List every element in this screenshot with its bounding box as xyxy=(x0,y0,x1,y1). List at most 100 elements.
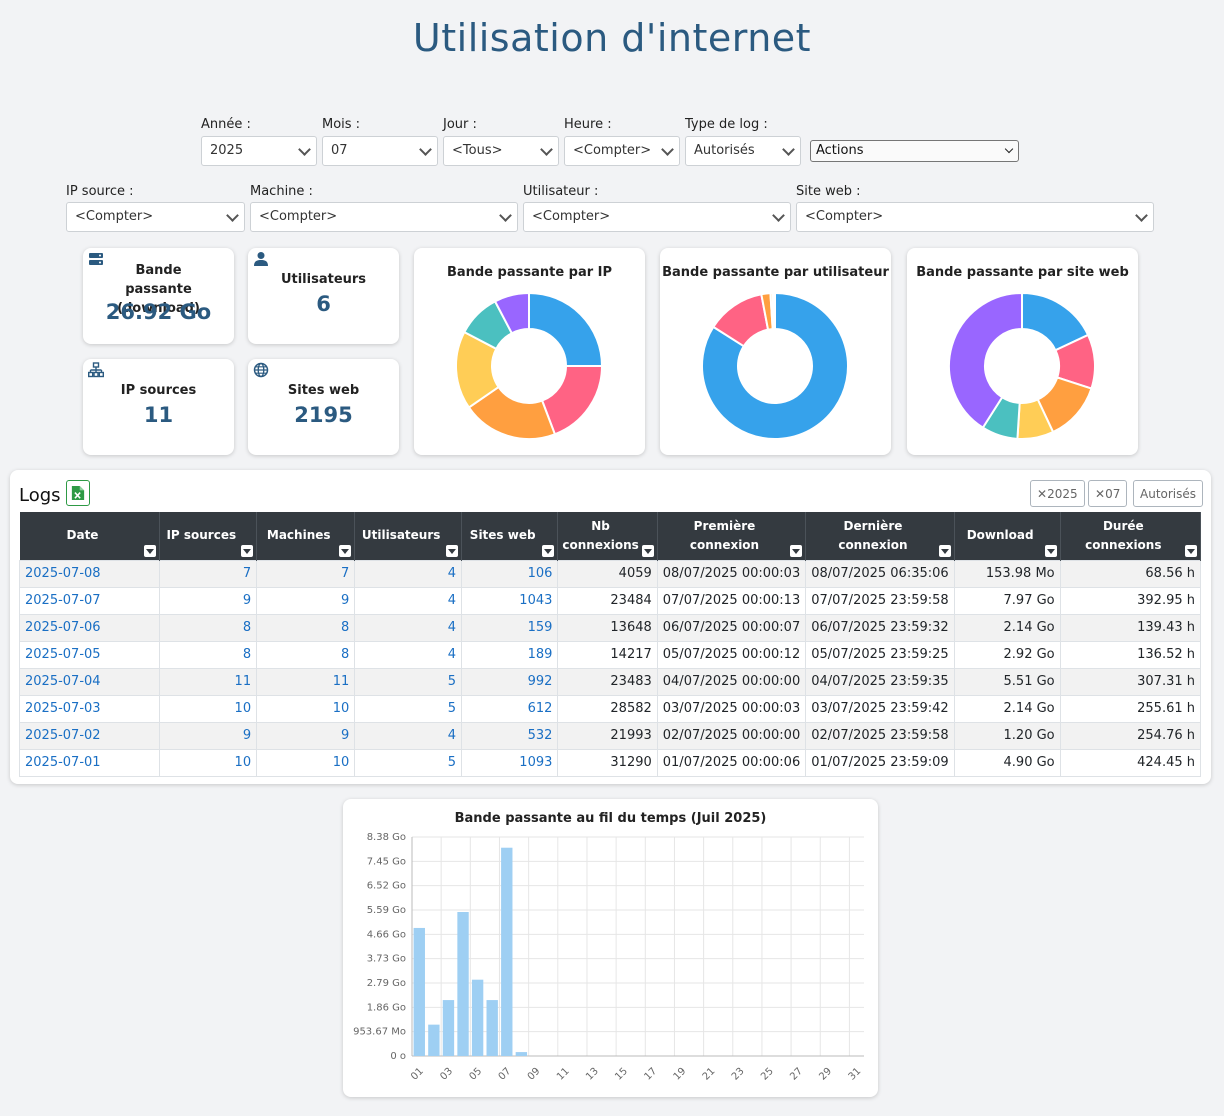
table-cell[interactable]: 2025-07-07 xyxy=(18,586,161,615)
table-cell[interactable]: 4 xyxy=(354,586,462,615)
table-cell[interactable]: 11 xyxy=(159,667,258,696)
table-cell[interactable]: 4 xyxy=(354,559,462,588)
y-tick-label: 3.73 Go xyxy=(367,954,406,965)
column-header[interactable]: Sites web xyxy=(461,512,559,560)
column-header[interactable]: Première connexion xyxy=(657,512,807,560)
column-header[interactable]: Nb connexions xyxy=(557,512,658,560)
table-cell[interactable]: 4 xyxy=(354,613,462,642)
table-cell[interactable]: 8 xyxy=(256,613,356,642)
table-cell[interactable]: 9 xyxy=(256,721,356,750)
table-cell[interactable]: 2025-07-04 xyxy=(18,667,161,696)
machine-select[interactable]: <Compter> xyxy=(250,202,518,232)
column-header[interactable]: IP sources xyxy=(159,512,258,560)
website-select[interactable]: <Compter> xyxy=(796,202,1154,232)
table-cell[interactable]: 9 xyxy=(159,721,258,750)
table-cell[interactable]: 8 xyxy=(159,613,258,642)
table-cell[interactable]: 2025-07-06 xyxy=(18,613,161,642)
table-cell[interactable]: 4 xyxy=(354,721,462,750)
filter-dropdown-icon[interactable] xyxy=(1044,544,1057,557)
table-cell[interactable]: 612 xyxy=(460,694,559,723)
month-select[interactable]: 07 xyxy=(322,136,438,166)
table-body: 2025-07-08 7 7 4 106 4059 08/07/2025 00:00:03 0… xyxy=(18,559,1202,777)
column-header[interactable]: Dernière connexion xyxy=(805,512,955,560)
column-header[interactable]: Download xyxy=(954,512,1061,560)
bar[interactable] xyxy=(457,912,469,1056)
table-cell[interactable]: 2025-07-02 xyxy=(18,721,161,750)
table-cell[interactable]: 2025-07-08 xyxy=(18,559,161,588)
donut-slice[interactable] xyxy=(528,291,604,367)
column-header[interactable]: Machines xyxy=(256,512,356,560)
hour-select[interactable]: <Compter> xyxy=(564,136,680,166)
user-icon xyxy=(254,252,268,266)
table-cell[interactable]: 10 xyxy=(159,694,258,723)
export-excel-button[interactable] xyxy=(66,480,90,506)
column-header[interactable]: Date xyxy=(19,512,161,560)
filter-dropdown-icon[interactable] xyxy=(339,544,352,557)
filter-dropdown-icon[interactable] xyxy=(641,544,654,557)
table-cell: 4059 xyxy=(557,559,658,588)
table-cell[interactable]: 5 xyxy=(354,667,462,696)
filter-dropdown-icon[interactable] xyxy=(144,544,157,557)
bar[interactable] xyxy=(486,1000,498,1056)
filter-dropdown-icon[interactable] xyxy=(1185,544,1197,557)
table-cell[interactable]: 532 xyxy=(460,721,559,750)
table-cell[interactable]: 7 xyxy=(256,559,356,588)
user-select[interactable]: <Compter> xyxy=(523,202,791,232)
table-cell[interactable]: 1043 xyxy=(460,586,559,615)
table-cell: 136.52 h xyxy=(1059,640,1202,669)
year-select[interactable]: 2025 xyxy=(201,136,317,166)
table-cell[interactable]: 8 xyxy=(256,640,356,669)
table-cell[interactable]: 159 xyxy=(460,613,559,642)
log-type-select[interactable]: Autorisés xyxy=(685,136,801,166)
donut-slice[interactable] xyxy=(948,291,1023,430)
x-tick-label: 25 xyxy=(759,1066,776,1083)
table-cell[interactable]: 2025-07-05 xyxy=(18,640,161,669)
hour-value: <Compter> xyxy=(573,143,652,158)
donut-slice[interactable] xyxy=(773,291,776,331)
table-cell[interactable]: 10 xyxy=(159,748,258,777)
table-cell[interactable]: 2025-07-01 xyxy=(18,748,161,777)
table-cell[interactable]: 106 xyxy=(460,559,559,588)
column-header[interactable]: Durée connexions xyxy=(1060,512,1202,560)
table-cell[interactable]: 8 xyxy=(159,640,258,669)
filter-dropdown-icon[interactable] xyxy=(938,544,951,557)
table-cell: 07/07/2025 00:00:13 xyxy=(656,586,807,615)
table-cell[interactable]: 5 xyxy=(354,748,462,777)
day-select[interactable]: <Tous> xyxy=(443,136,559,166)
table-cell: 153.98 Mo xyxy=(953,559,1061,588)
remove-filter-month-button[interactable]: ✕07 xyxy=(1088,480,1128,507)
table-cell[interactable]: 10 xyxy=(256,694,356,723)
bar[interactable] xyxy=(471,979,484,1056)
table-cell[interactable]: 2025-07-03 xyxy=(18,694,161,723)
table-cell[interactable]: 7 xyxy=(159,559,258,588)
y-tick-label: 6.52 Go xyxy=(367,881,406,892)
filter-dropdown-icon[interactable] xyxy=(241,544,254,557)
table-cell[interactable]: 9 xyxy=(159,586,258,615)
donut-slice[interactable] xyxy=(701,291,849,440)
filter-type-tag[interactable]: Autorisés xyxy=(1133,480,1204,507)
table-cell[interactable]: 11 xyxy=(256,667,356,696)
chart-card-user: Bande passante par utilisateur xyxy=(660,248,891,455)
table-cell[interactable]: 992 xyxy=(460,667,559,696)
table-cell[interactable]: 10 xyxy=(256,748,356,777)
filter-dropdown-icon[interactable] xyxy=(542,544,555,557)
table-cell[interactable]: 1093 xyxy=(460,748,559,777)
remove-filter-year-button[interactable]: ✕2025 xyxy=(1030,480,1085,507)
table-cell[interactable]: 189 xyxy=(460,640,559,669)
filter-dropdown-icon[interactable] xyxy=(790,544,803,557)
bar[interactable] xyxy=(413,927,425,1056)
column-header[interactable]: Utilisateurs xyxy=(354,512,462,560)
donut-slice[interactable] xyxy=(493,291,530,335)
ip-source-select[interactable]: <Compter> xyxy=(66,202,245,232)
table-cell[interactable]: 4 xyxy=(354,640,462,669)
bar[interactable] xyxy=(515,1052,528,1056)
actions-select[interactable]: Actions xyxy=(810,140,1019,162)
table-cell[interactable]: 9 xyxy=(256,586,356,615)
table-cell[interactable]: 5 xyxy=(354,694,462,723)
bar[interactable] xyxy=(501,847,513,1056)
filter-dropdown-icon[interactable] xyxy=(445,544,458,557)
table-row: 2025-07-01 10 10 5 1093 31290 01/07/2025 00:00… xyxy=(18,748,1202,777)
bar[interactable] xyxy=(428,1024,440,1056)
x-tick-label: 17 xyxy=(642,1066,659,1083)
bar[interactable] xyxy=(442,1000,455,1056)
